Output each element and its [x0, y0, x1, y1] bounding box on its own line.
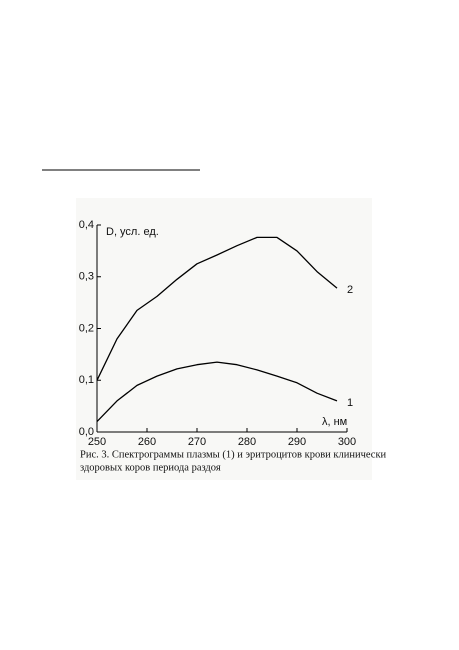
x-tick-label: 280: [238, 436, 256, 448]
x-tick-label: 250: [88, 436, 106, 448]
series-label: 2: [347, 284, 353, 296]
figure-bg: [76, 198, 372, 480]
series-label: 1: [347, 397, 353, 409]
x-axis-label: λ, нм: [322, 416, 347, 428]
y-tick-label: 0,0: [79, 426, 94, 438]
series-line: [96, 236, 338, 381]
x-tick-label: 290: [288, 436, 306, 448]
x-tick-label: 260: [138, 436, 156, 448]
y-tick-label: 0,4: [79, 219, 94, 231]
series-line: [96, 361, 338, 423]
caption-line: Рис. 3. Спектрограммы плазмы (1) и эритр…: [80, 449, 387, 460]
y-tick-label: 0,1: [79, 374, 94, 386]
caption-line: здоровых коров периода раздоя: [80, 462, 221, 473]
y-tick-label: 0,2: [79, 322, 94, 334]
y-tick-label: 0,3: [79, 271, 94, 283]
x-tick-label: 270: [188, 436, 206, 448]
y-axis-label: D, усл. ед.: [106, 226, 159, 238]
x-tick-label: 300: [338, 436, 356, 448]
